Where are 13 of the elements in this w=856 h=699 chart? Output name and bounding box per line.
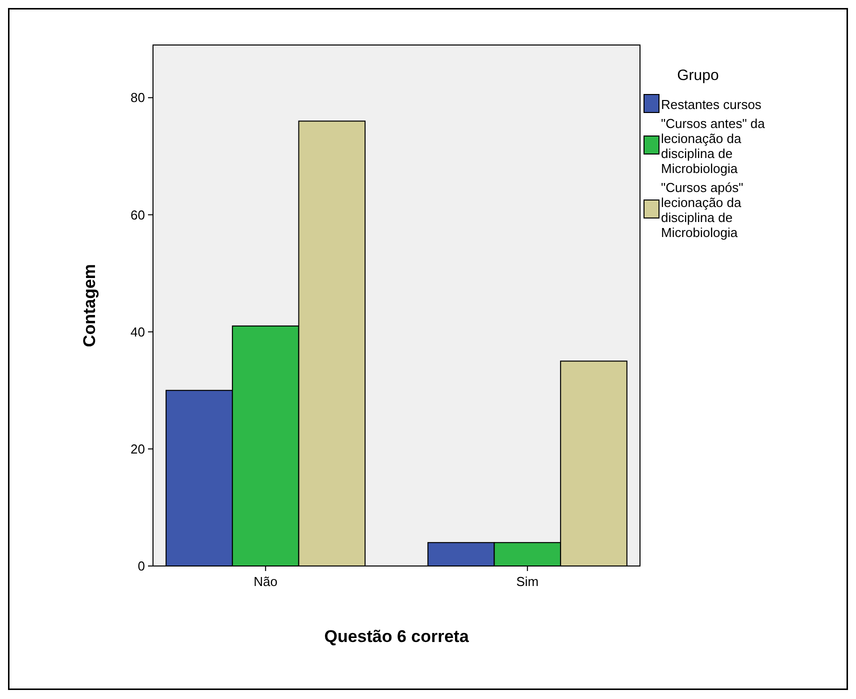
y-axis-title: Contagem: [80, 264, 99, 348]
y-tick-label: 80: [130, 90, 145, 106]
legend-label: Restantes cursos: [661, 97, 762, 112]
x-tick-label: Não: [254, 574, 278, 589]
legend-label: "Cursos após" lecionação da disciplina de Microbiologia: [661, 180, 744, 240]
legend-label: "Cursos antes" da lecionação da disciplina de Microbiologia: [661, 116, 766, 176]
y-tick-label: 40: [130, 324, 145, 340]
legend-title: Grupo: [677, 67, 719, 84]
y-tick-label: 0: [138, 558, 145, 574]
x-tick-label: Sim: [516, 574, 539, 589]
x-axis-title: Questão 6 correta: [324, 627, 470, 646]
y-tick-label: 20: [130, 441, 145, 456]
y-tick-label: 60: [130, 207, 145, 222]
